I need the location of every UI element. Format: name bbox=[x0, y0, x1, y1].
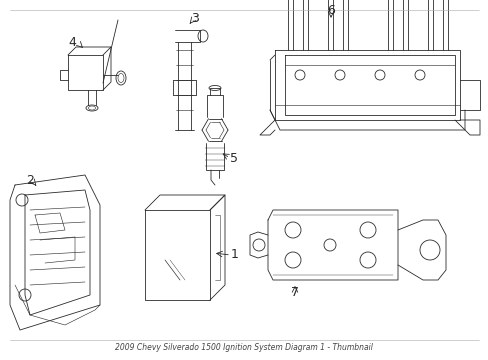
Text: 2: 2 bbox=[26, 174, 34, 186]
Text: 5: 5 bbox=[229, 152, 238, 165]
Text: 1: 1 bbox=[231, 248, 239, 261]
Text: 7: 7 bbox=[290, 287, 298, 300]
Text: 3: 3 bbox=[191, 12, 199, 24]
Text: 4: 4 bbox=[68, 36, 76, 49]
Text: 6: 6 bbox=[326, 4, 334, 17]
Text: 2009 Chevy Silverado 1500 Ignition System Diagram 1 - Thumbnail: 2009 Chevy Silverado 1500 Ignition Syste… bbox=[115, 343, 372, 352]
